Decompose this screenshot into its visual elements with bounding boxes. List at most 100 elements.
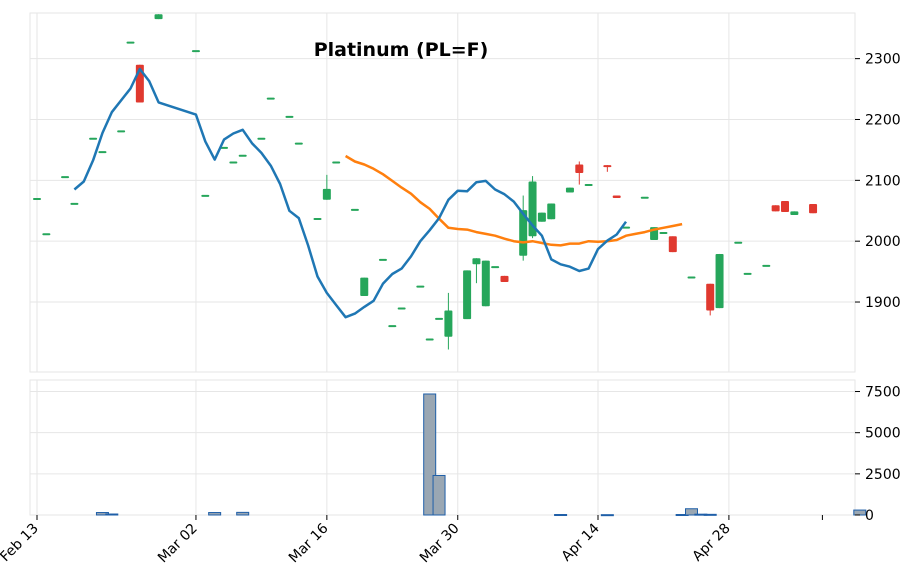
volume-bar xyxy=(236,511,250,516)
x-tick-label: Mar 02 xyxy=(155,521,201,567)
candle-body xyxy=(388,325,397,328)
price-tick-label: 2000 xyxy=(865,234,901,250)
candle xyxy=(294,142,303,145)
candle-body xyxy=(154,14,163,20)
candle xyxy=(350,208,359,211)
candle xyxy=(491,266,500,269)
candle xyxy=(154,14,163,20)
candle-body xyxy=(378,258,387,261)
candle-body xyxy=(603,165,612,168)
candle-body xyxy=(61,176,70,179)
candle xyxy=(659,232,668,235)
candle xyxy=(668,236,677,253)
candle xyxy=(687,276,696,279)
candle-body xyxy=(640,196,649,199)
candle xyxy=(435,317,444,320)
candle xyxy=(360,277,369,296)
x-tick-label: Apr 28 xyxy=(690,521,734,565)
candle-body xyxy=(444,310,453,337)
candle-body xyxy=(565,187,574,193)
candle-body xyxy=(463,270,472,320)
candle xyxy=(584,183,593,186)
price-tick-label: 1900 xyxy=(865,295,901,311)
candle-body xyxy=(771,205,780,212)
candle-body xyxy=(706,283,715,311)
candle xyxy=(781,201,789,212)
candle xyxy=(809,204,818,214)
price-panel xyxy=(33,14,818,350)
candle xyxy=(463,270,472,320)
candle-body xyxy=(500,275,509,282)
candle-body xyxy=(313,218,322,221)
price-panel-frame xyxy=(29,12,856,373)
candle-body xyxy=(397,307,406,310)
candle xyxy=(332,161,341,164)
volume-bar xyxy=(685,508,698,516)
volume-tick-label: 2500 xyxy=(865,467,901,483)
candle xyxy=(472,258,481,284)
ma-short-line xyxy=(73,67,628,319)
candle-body xyxy=(687,276,696,279)
candle xyxy=(89,137,98,140)
candle-body xyxy=(715,253,724,309)
candle-body xyxy=(519,210,528,256)
candle xyxy=(603,165,612,172)
candle xyxy=(444,292,453,350)
x-tick-label: Mar 30 xyxy=(417,521,463,567)
candle xyxy=(640,196,649,199)
candle xyxy=(612,195,621,198)
candle xyxy=(388,325,397,328)
candle xyxy=(191,50,200,53)
candle xyxy=(61,176,70,179)
x-tick-label: Mar 16 xyxy=(286,520,332,566)
candle-body xyxy=(809,204,818,214)
candle-body xyxy=(42,233,51,236)
candle xyxy=(33,197,41,200)
candle xyxy=(537,212,546,222)
candle xyxy=(762,264,771,267)
candle xyxy=(126,41,135,44)
candle xyxy=(201,194,210,197)
candle-body xyxy=(416,285,425,288)
candle-body xyxy=(257,137,266,140)
candle xyxy=(481,260,490,307)
candle-body xyxy=(322,188,331,200)
candle-body xyxy=(537,212,546,222)
candle-body xyxy=(547,203,556,220)
candle xyxy=(565,187,574,193)
candle-body xyxy=(220,146,228,149)
volume-bar xyxy=(853,509,867,516)
candle-body xyxy=(98,151,107,154)
axis-layer: 1900 2000 2100 2200 2300 0 2500 5000 7500 Feb 13 M… xyxy=(0,52,901,567)
candle xyxy=(416,285,425,288)
candle xyxy=(715,253,724,309)
candle-body xyxy=(89,137,98,140)
volume-bar xyxy=(432,474,446,516)
candle-body xyxy=(201,194,210,197)
candle xyxy=(229,161,238,164)
volume-panel xyxy=(95,393,867,517)
volume-bar xyxy=(208,512,222,516)
candle-body xyxy=(781,201,789,212)
candle xyxy=(743,272,752,275)
candle xyxy=(42,233,51,236)
candle xyxy=(547,203,556,220)
candle-body xyxy=(435,317,444,320)
candle-body xyxy=(584,183,593,186)
volume-tick-label: 7500 xyxy=(865,385,901,401)
candle xyxy=(285,115,294,118)
ma-long-line xyxy=(344,154,683,247)
candle-body xyxy=(790,211,799,216)
candle xyxy=(425,338,434,341)
candle xyxy=(500,275,509,282)
candle xyxy=(622,226,631,229)
price-tick-label: 2300 xyxy=(865,52,901,68)
candle-body xyxy=(294,142,303,145)
candle-body xyxy=(360,277,369,296)
candle-body xyxy=(332,161,341,164)
candle-body xyxy=(285,115,294,118)
candle-body xyxy=(612,195,621,198)
candle-body xyxy=(70,202,79,205)
candle xyxy=(734,241,743,244)
